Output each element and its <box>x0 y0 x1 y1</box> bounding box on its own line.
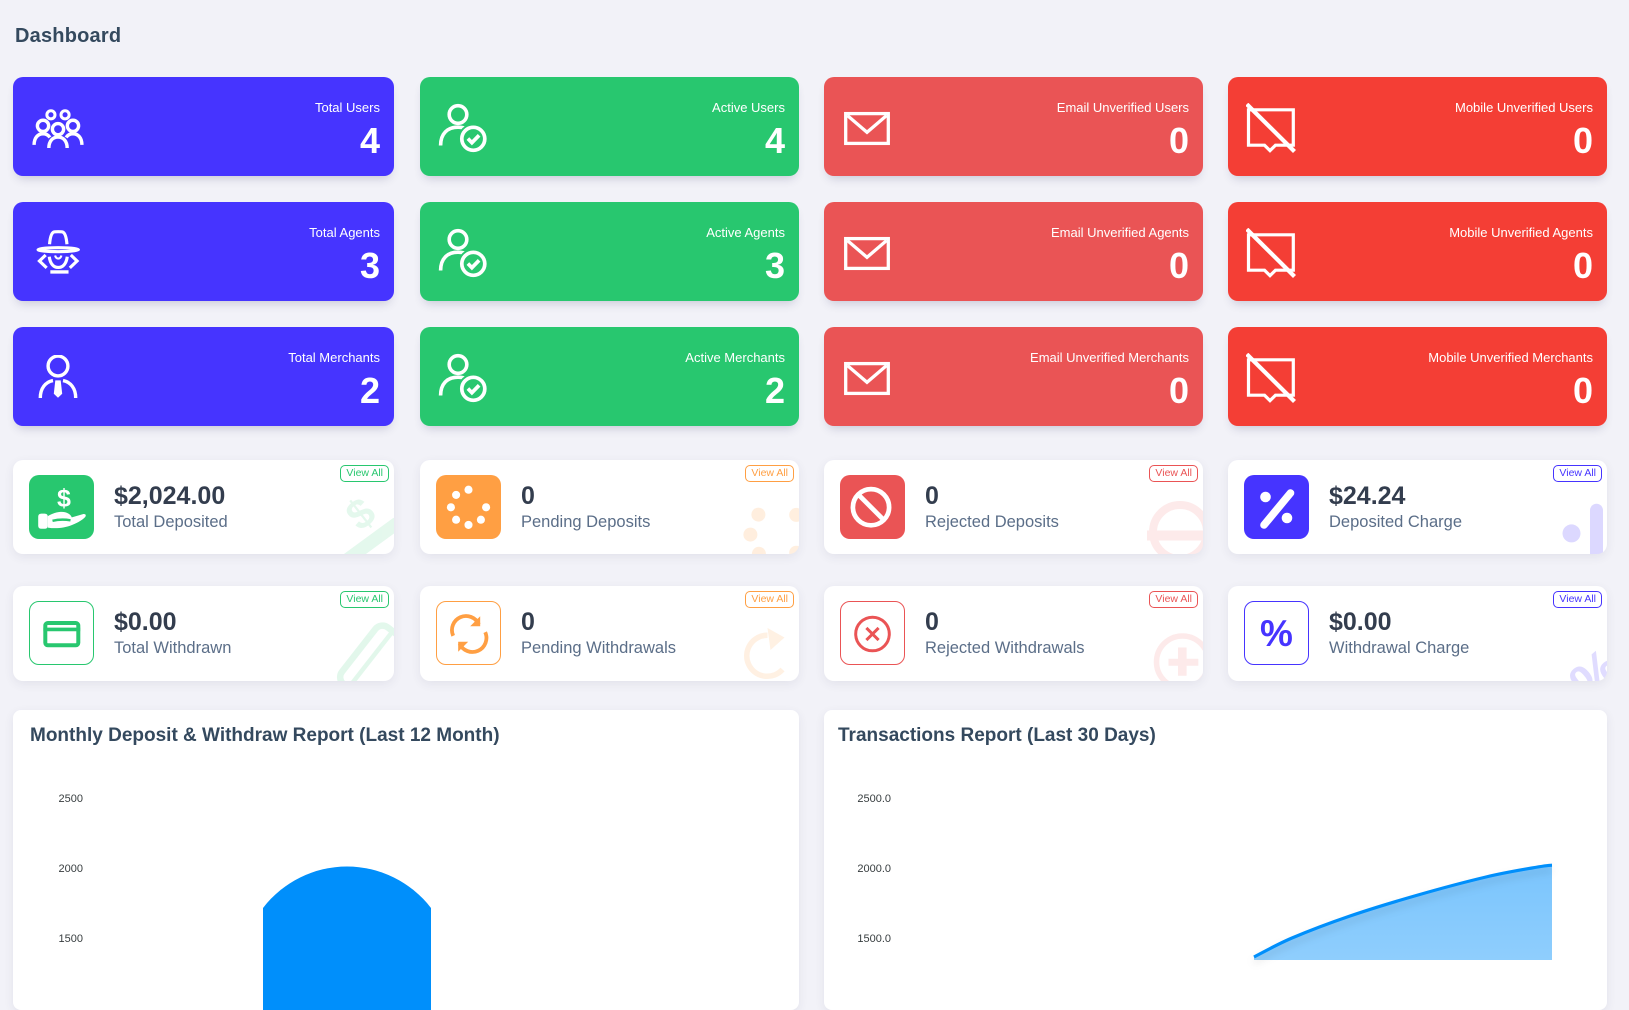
svg-text:$: $ <box>57 485 71 513</box>
